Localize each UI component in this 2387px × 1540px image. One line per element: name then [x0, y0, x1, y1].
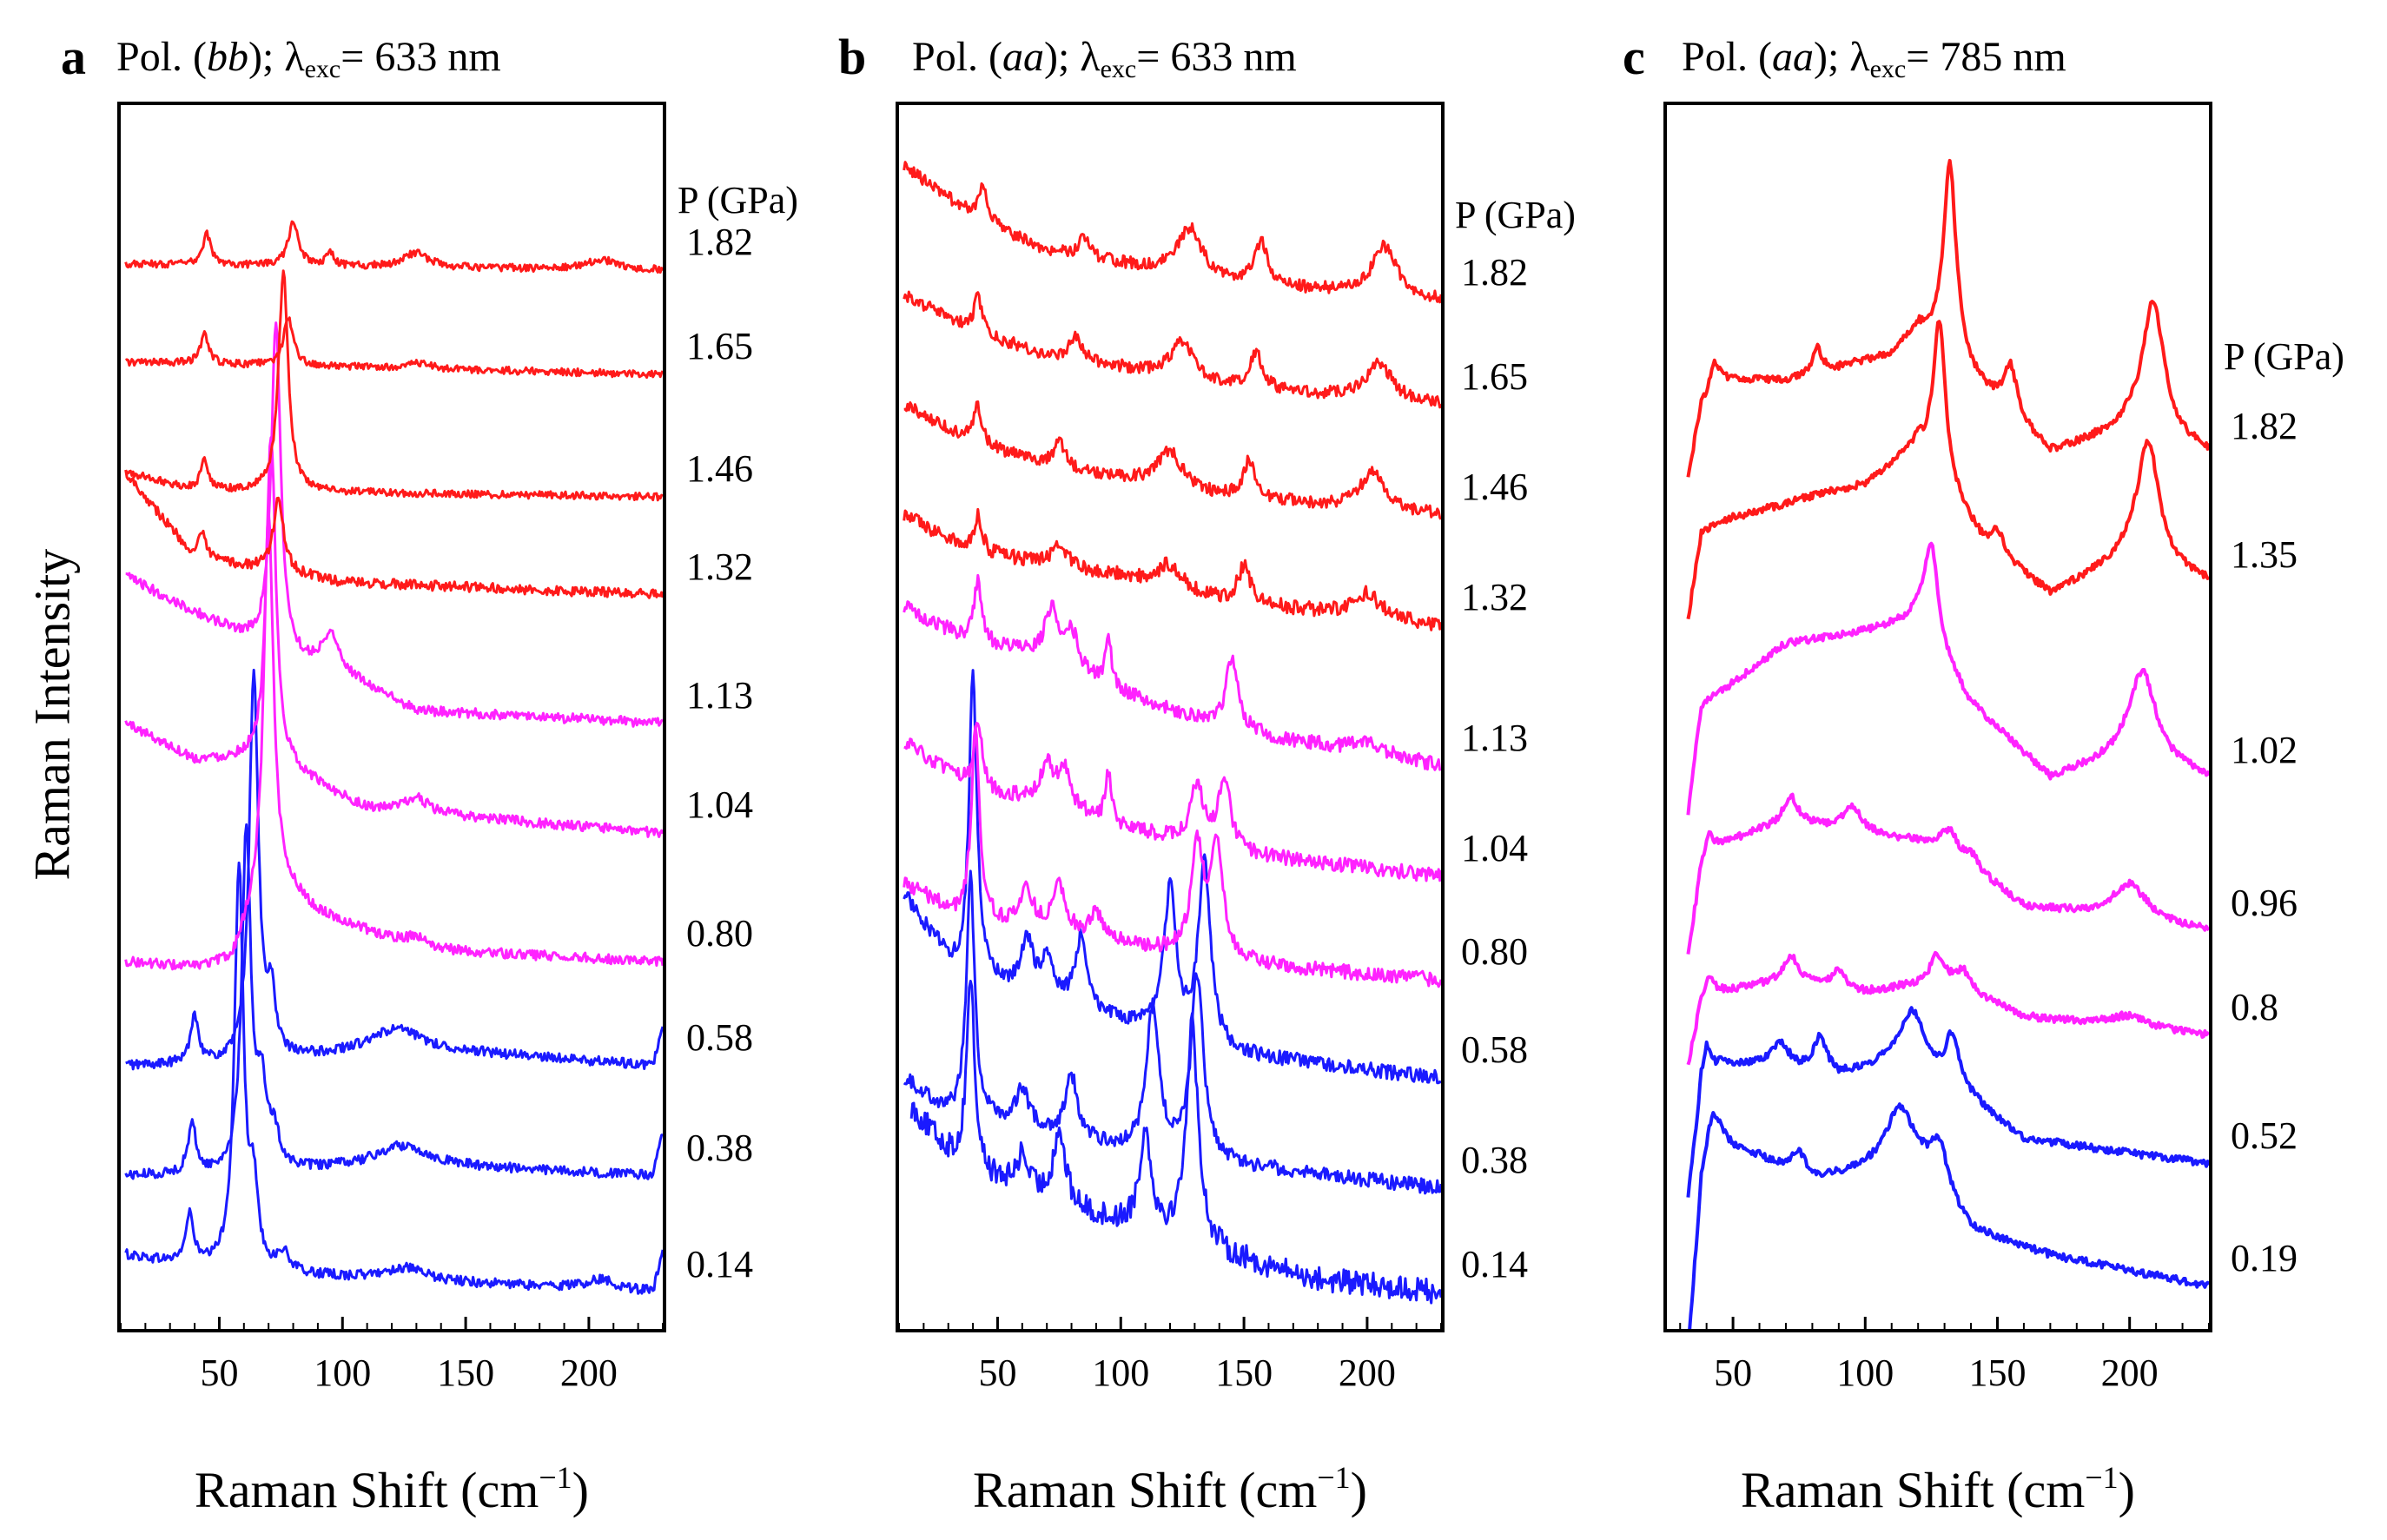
series-line-a-0.58 — [125, 668, 663, 1071]
pressure-label-b-0.38: 0.38 — [1461, 1138, 1528, 1181]
pressure-label-b-1.32: 1.32 — [1461, 575, 1528, 618]
x-tick-label-a-100: 100 — [314, 1352, 372, 1394]
series-line-c-1.35 — [1686, 320, 2209, 620]
x-tick-label-a-200: 200 — [559, 1352, 618, 1394]
x-tick-label-b-100: 100 — [1092, 1352, 1150, 1394]
series-line-a-0.38 — [124, 823, 663, 1180]
x-tick-label-b-150: 150 — [1215, 1352, 1273, 1394]
series-line-c-0.8 — [1686, 950, 2209, 1066]
pressure-label-b-1.04: 1.04 — [1461, 826, 1528, 869]
pressure-label-c-1.35: 1.35 — [2231, 532, 2298, 576]
pressure-header-c: P (GPa) — [2224, 335, 2344, 378]
plot-frame-c — [1663, 102, 2212, 1332]
series-line-a-0.80 — [124, 509, 663, 971]
panel-title-b: Pol. (aa); λexc= 633 nm — [912, 34, 1297, 83]
x-tick-label-b-200: 200 — [1338, 1352, 1396, 1394]
panel-letter-b: b — [838, 29, 867, 85]
series-line-a-1.65 — [125, 316, 663, 380]
series-line-a-1.04 — [124, 436, 663, 838]
pressure-label-b-1.82: 1.82 — [1461, 251, 1528, 294]
y-axis-title: Raman Intensity — [23, 548, 81, 881]
series-line-a-1.46 — [124, 269, 663, 502]
series-line-b-1.46 — [903, 400, 1441, 520]
pressure-label-b-1.65: 1.65 — [1461, 355, 1528, 399]
x-tick-label-a-50: 50 — [200, 1352, 239, 1394]
pressure-label-a-1.04: 1.04 — [686, 783, 753, 827]
plot-svg-a — [121, 220, 663, 1329]
series-line-c-0.52 — [1686, 1006, 2209, 1198]
x-tick-label-b-50: 50 — [978, 1352, 1017, 1394]
pressure-label-b-1.46: 1.46 — [1461, 466, 1528, 508]
series-line-b-1.13 — [903, 573, 1441, 771]
series-line-c-0.96 — [1686, 792, 2209, 955]
series-line-c-0.19 — [1688, 1102, 2209, 1329]
pressure-label-b-1.13: 1.13 — [1461, 716, 1528, 759]
x-tick-label-c-100: 100 — [1836, 1352, 1894, 1394]
x-tick-label-c-50: 50 — [1714, 1352, 1753, 1394]
pressure-label-a-0.58: 0.58 — [686, 1016, 753, 1060]
series-line-b-1.04 — [903, 722, 1441, 882]
series-line-b-0.38 — [903, 869, 1441, 1195]
pressure-label-c-1.02: 1.02 — [2231, 728, 2298, 771]
x-tick-label-c-200: 200 — [2100, 1352, 2159, 1394]
pressure-label-c-0.96: 0.96 — [2231, 882, 2298, 925]
x-axis-title-a: Raman Shift (cm−1) — [195, 1460, 589, 1518]
pressure-label-a-1.13: 1.13 — [686, 673, 753, 717]
plot-svg-b — [899, 161, 1441, 1329]
pressure-label-a-0.14: 0.14 — [686, 1242, 753, 1286]
pressure-label-c-1.82: 1.82 — [2231, 404, 2298, 447]
series-line-b-1.65 — [903, 290, 1441, 409]
pressure-header-a: P (GPa) — [678, 179, 798, 221]
series-line-b-0.14 — [909, 980, 1441, 1305]
pressure-label-b-0.80: 0.80 — [1461, 930, 1528, 974]
plot-svg-c — [1679, 158, 2209, 1329]
pressure-label-c-0.19: 0.19 — [2231, 1236, 2298, 1279]
pressure-label-b-0.58: 0.58 — [1461, 1028, 1528, 1072]
panel-letter-a: a — [61, 29, 86, 85]
pressure-label-a-1.65: 1.65 — [686, 324, 753, 367]
plot-frame-a — [117, 102, 666, 1332]
pressure-label-a-1.32: 1.32 — [686, 545, 753, 588]
pressure-label-a-1.46: 1.46 — [686, 446, 753, 490]
pressure-label-c-0.8: 0.8 — [2231, 985, 2278, 1028]
pressure-label-a-1.82: 1.82 — [686, 221, 753, 264]
x-axis-title-c: Raman Shift (cm−1) — [1741, 1460, 2135, 1518]
pressure-label-a-0.80: 0.80 — [686, 912, 753, 955]
series-line-c-1.82 — [1686, 158, 2209, 478]
series-line-a-0.14 — [124, 861, 663, 1295]
series-line-b-0.80 — [903, 724, 1441, 988]
series-line-b-1.32 — [903, 507, 1441, 631]
series-line-a-1.32 — [124, 469, 663, 599]
series-line-c-1.02 — [1686, 541, 2209, 816]
plot-frame-b — [896, 102, 1445, 1332]
panel-title-a: Pol. (bb); λexc= 633 nm — [116, 34, 501, 83]
series-line-a-1.82 — [124, 220, 663, 274]
pressure-label-b-0.14: 0.14 — [1461, 1242, 1528, 1286]
panel-title-c: Pol. (aa); λexc= 785 nm — [1682, 34, 2066, 83]
series-line-a-1.13 — [125, 321, 663, 728]
series-line-b-0.58 — [903, 669, 1441, 1085]
x-tick-label-a-150: 150 — [437, 1352, 495, 1394]
x-axis-title-b: Raman Shift (cm−1) — [973, 1460, 1367, 1518]
panel-letter-c: c — [1623, 29, 1645, 85]
series-line-b-1.82 — [903, 161, 1441, 304]
x-tick-label-c-150: 150 — [1968, 1352, 2027, 1394]
pressure-label-c-0.52: 0.52 — [2231, 1114, 2298, 1157]
pressure-header-b: P (GPa) — [1455, 194, 1576, 236]
pressure-label-a-0.38: 0.38 — [686, 1126, 753, 1169]
